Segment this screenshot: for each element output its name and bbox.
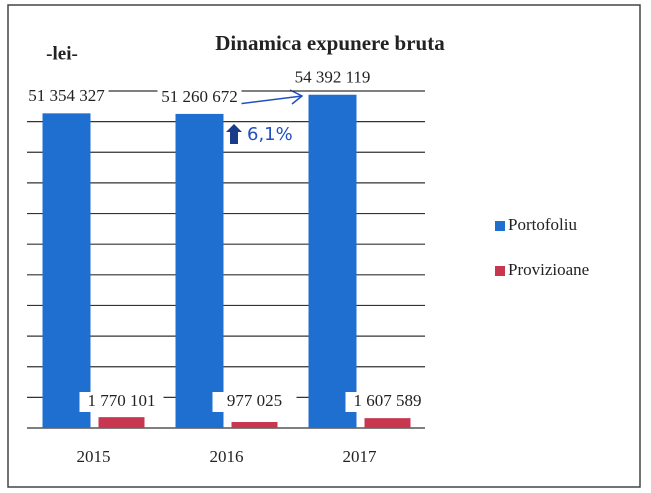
label-bg (345, 392, 430, 412)
value-label: 51 260 672 (161, 87, 238, 106)
label-bg (79, 392, 164, 412)
bar (175, 113, 224, 429)
legend-label: Portofoliu (508, 215, 577, 234)
unit-label: -lei- (46, 43, 78, 64)
growth-arrowhead (289, 89, 304, 105)
label-bg (24, 87, 109, 108)
x-tick-label: 2016 (210, 447, 244, 466)
value-label: 1 770 101 (88, 391, 156, 410)
label-bg (290, 68, 375, 89)
value-label: 977 025 (227, 391, 282, 410)
x-tick-label: 2015 (77, 447, 111, 466)
value-label: 51 354 327 (28, 86, 105, 105)
value-label: 54 392 119 (295, 68, 371, 87)
value-label: 1 607 589 (354, 391, 422, 410)
label-bg (157, 87, 242, 108)
bar (308, 94, 357, 428)
growth-annotation: 6,1% (247, 124, 293, 145)
x-tick-label: 2017 (343, 447, 378, 466)
bar (364, 418, 411, 428)
bar (231, 422, 278, 428)
legend-swatch (495, 221, 505, 231)
legend-swatch (495, 266, 505, 276)
frame (7, 4, 641, 488)
bar (42, 113, 91, 428)
label-bg (212, 392, 297, 412)
up-icon (226, 124, 242, 144)
bar (98, 417, 145, 428)
legend-label: Provizioane (508, 260, 589, 279)
chart-title: Dinamica expunere bruta (215, 31, 445, 55)
